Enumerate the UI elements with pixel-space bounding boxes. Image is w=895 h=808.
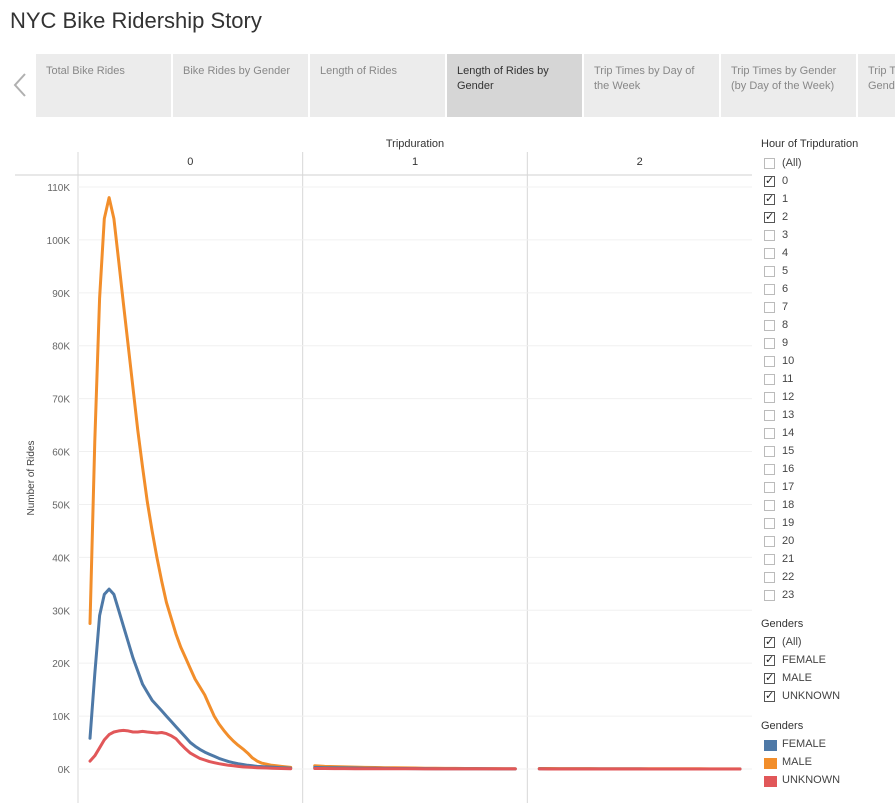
hour-filter-option-label: 14 (782, 427, 794, 439)
column-header: Tripduration (386, 138, 444, 150)
y-tick-label: 20K (52, 659, 70, 670)
checkbox[interactable] (764, 176, 775, 187)
legend-swatch (764, 758, 777, 769)
hour-filter-option-label: 18 (782, 499, 794, 511)
checkbox[interactable] (764, 212, 775, 223)
checkbox[interactable] (764, 673, 775, 684)
checkbox[interactable] (764, 572, 775, 583)
legend-label: FEMALE (782, 738, 826, 750)
hour-filter-option-label: 7 (782, 301, 788, 313)
checkbox[interactable] (764, 158, 775, 169)
y-tick-label: 90K (52, 289, 70, 300)
story-title: NYC Bike Ridership Story (10, 8, 262, 34)
hour-filter-option-label: 4 (782, 247, 788, 259)
panel-label: 0 (187, 156, 193, 168)
legend-swatch (764, 776, 777, 787)
checkbox[interactable] (764, 374, 775, 385)
y-tick-label: 40K (52, 553, 70, 564)
y-tick-label: 70K (52, 395, 70, 406)
tab-5[interactable]: Trip Times by Day of the Week (584, 54, 719, 117)
hour-filter-option-label: 1 (782, 193, 788, 205)
hour-filter-option-label: 10 (782, 355, 794, 367)
checkbox[interactable] (764, 554, 775, 565)
checkbox[interactable] (764, 446, 775, 457)
tab-7[interactable]: Trip Times by Customer Gender (858, 54, 895, 117)
tab-6[interactable]: Trip Times by Gender (by Day of the Week… (721, 54, 856, 117)
y-tick-label: 60K (52, 448, 70, 459)
y-tick-label: 30K (52, 606, 70, 617)
legend-label: UNKNOWN (782, 774, 840, 786)
panel-label: 2 (637, 156, 643, 168)
hour-filter-option-label: 16 (782, 463, 794, 475)
gender-filter-option-label: FEMALE (782, 654, 826, 666)
sidebar: Hour of Tripduration (All)01234567891011… (760, 130, 895, 803)
hour-filter-option-label: 19 (782, 517, 794, 529)
checkbox[interactable] (764, 655, 775, 666)
series-line-male (90, 198, 291, 768)
checkbox[interactable] (764, 500, 775, 511)
legend-label: MALE (782, 756, 812, 768)
checkbox[interactable] (764, 356, 775, 367)
checkbox[interactable] (764, 248, 775, 259)
hour-filter-option-label: 3 (782, 229, 788, 241)
y-tick-label: 110K (47, 183, 70, 194)
hour-filter-option-label: 6 (782, 283, 788, 295)
hour-filter-option-label: 9 (782, 337, 788, 349)
y-tick-label: 100K (47, 236, 71, 247)
checkbox[interactable] (764, 320, 775, 331)
hour-filter-option-label: 12 (782, 391, 794, 403)
checkbox[interactable] (764, 284, 775, 295)
checkbox[interactable] (764, 464, 775, 475)
checkbox[interactable] (764, 194, 775, 205)
gender-filter-option-label: (All) (782, 636, 802, 648)
checkbox[interactable] (764, 518, 775, 529)
checkbox[interactable] (764, 691, 775, 702)
hour-filter-option-label: 13 (782, 409, 794, 421)
y-tick-label: 80K (52, 342, 70, 353)
gender-filter-option-label: MALE (782, 672, 812, 684)
hour-filter-option-label: 17 (782, 481, 794, 493)
legend-title: Genders (761, 720, 803, 732)
checkbox[interactable] (764, 266, 775, 277)
gender-filter-option-label: UNKNOWN (782, 690, 840, 702)
hour-filter-option-label: (All) (782, 157, 802, 169)
panel-label: 1 (412, 156, 418, 168)
y-tick-label: 0K (58, 765, 71, 776)
tab-1[interactable]: Total Bike Rides (36, 54, 171, 117)
tab-4[interactable]: Length of Rides by Gender (447, 54, 582, 117)
checkbox[interactable] (764, 302, 775, 313)
y-tick-label: 50K (52, 500, 70, 511)
checkbox[interactable] (764, 482, 775, 493)
hour-filter-option-label: 0 (782, 175, 788, 187)
y-tick-label: 10K (52, 712, 70, 723)
hour-filter-option-label: 23 (782, 589, 794, 601)
checkbox[interactable] (764, 428, 775, 439)
legend-swatch (764, 740, 777, 751)
checkbox[interactable] (764, 410, 775, 421)
tab-3[interactable]: Length of Rides (310, 54, 445, 117)
hour-filter-option-label: 20 (782, 535, 794, 547)
checkbox[interactable] (764, 230, 775, 241)
tab-2[interactable]: Bike Rides by Gender (173, 54, 308, 117)
checkbox[interactable] (764, 392, 775, 403)
hour-filter-option-label: 5 (782, 265, 788, 277)
hour-filter-option-label: 21 (782, 553, 794, 565)
hour-filter-option-label: 8 (782, 319, 788, 331)
checkbox[interactable] (764, 637, 775, 648)
checkbox[interactable] (764, 590, 775, 601)
hour-filter-option-label: 15 (782, 445, 794, 457)
hour-filter-title: Hour of Tripduration (761, 138, 858, 150)
hour-filter-option-label: 2 (782, 211, 788, 223)
hour-filter-option-label: 11 (782, 373, 793, 385)
checkbox[interactable] (764, 338, 775, 349)
series-line-female (90, 589, 291, 768)
gender-filter-title: Genders (761, 618, 803, 630)
y-axis-label: Number of Rides (26, 440, 37, 515)
checkbox[interactable] (764, 536, 775, 547)
chevron-left-icon[interactable] (8, 70, 32, 100)
hour-filter-option-label: 22 (782, 571, 794, 583)
